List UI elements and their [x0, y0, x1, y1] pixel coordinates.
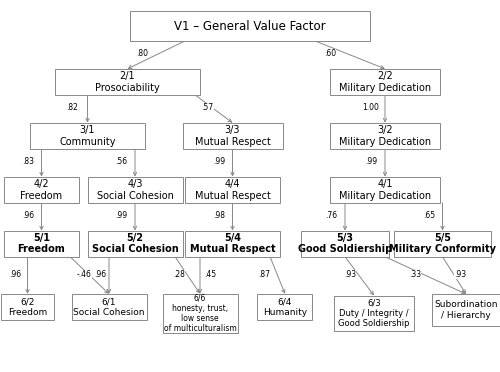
Text: 6/2
Freedom: 6/2 Freedom	[8, 297, 47, 317]
FancyBboxPatch shape	[301, 231, 388, 257]
Text: .45: .45	[204, 270, 216, 279]
Text: 3/1
Community: 3/1 Community	[60, 125, 116, 147]
Text: .33: .33	[409, 270, 421, 279]
FancyBboxPatch shape	[330, 69, 440, 95]
Text: 3/3
Mutual Respect: 3/3 Mutual Respect	[194, 125, 270, 147]
FancyBboxPatch shape	[88, 177, 182, 203]
Text: 3/2
Military Dedication: 3/2 Military Dedication	[339, 125, 431, 147]
FancyBboxPatch shape	[185, 177, 280, 203]
Text: .99: .99	[365, 157, 377, 166]
Text: 5/1
Freedom: 5/1 Freedom	[18, 233, 66, 254]
FancyBboxPatch shape	[130, 11, 370, 41]
FancyBboxPatch shape	[330, 177, 440, 203]
Text: Subordination
/ Hierarchy: Subordination / Hierarchy	[434, 300, 498, 320]
Text: 6/3
Duty / Integrity /
Good Soldiership: 6/3 Duty / Integrity / Good Soldiership	[338, 298, 410, 328]
FancyBboxPatch shape	[162, 294, 238, 333]
FancyBboxPatch shape	[432, 294, 500, 326]
FancyBboxPatch shape	[30, 123, 145, 149]
Text: 5/5
Military Conformity: 5/5 Military Conformity	[389, 233, 496, 254]
Text: 5/4
Mutual Respect: 5/4 Mutual Respect	[190, 233, 276, 254]
Text: .80: .80	[136, 49, 148, 58]
Text: .98: .98	[213, 211, 225, 220]
Text: .96: .96	[94, 270, 106, 279]
Text: V1 – General Value Factor: V1 – General Value Factor	[174, 20, 326, 32]
Text: .56: .56	[115, 157, 127, 166]
Text: 2/2
Military Dedication: 2/2 Military Dedication	[339, 71, 431, 93]
Text: .82: .82	[66, 103, 78, 112]
Text: 4/4
Mutual Respect: 4/4 Mutual Respect	[194, 179, 270, 201]
Text: 5/3
Good Soldiership: 5/3 Good Soldiership	[298, 233, 392, 254]
FancyBboxPatch shape	[2, 294, 54, 320]
FancyBboxPatch shape	[394, 231, 491, 257]
FancyBboxPatch shape	[334, 295, 414, 331]
Text: 6/4
Humanity: 6/4 Humanity	[263, 297, 307, 317]
Text: 4/3
Social Cohesion: 4/3 Social Cohesion	[96, 179, 174, 201]
Text: .96: .96	[22, 211, 34, 220]
Text: .76: .76	[325, 211, 337, 220]
FancyBboxPatch shape	[185, 231, 280, 257]
FancyBboxPatch shape	[182, 123, 282, 149]
Text: .87: .87	[258, 270, 270, 279]
FancyBboxPatch shape	[258, 294, 312, 320]
Text: .93: .93	[454, 270, 466, 279]
Text: .96: .96	[9, 270, 21, 279]
FancyBboxPatch shape	[4, 177, 79, 203]
Text: 6/1
Social Cohesion: 6/1 Social Cohesion	[73, 297, 145, 317]
Text: 6/6
honesty, trust,
low sense
of multiculturalism: 6/6 honesty, trust, low sense of multicu…	[164, 293, 236, 333]
Text: 1.00: 1.00	[362, 103, 380, 112]
FancyBboxPatch shape	[55, 69, 200, 95]
Text: .57: .57	[202, 103, 213, 112]
Text: 4/1
Military Dedication: 4/1 Military Dedication	[339, 179, 431, 201]
FancyBboxPatch shape	[88, 231, 182, 257]
FancyBboxPatch shape	[4, 231, 79, 257]
Text: .60: .60	[324, 49, 336, 58]
Text: -.46: -.46	[76, 270, 92, 279]
Text: .99: .99	[115, 211, 127, 220]
Text: .65: .65	[423, 211, 435, 220]
FancyBboxPatch shape	[330, 123, 440, 149]
Text: .83: .83	[22, 157, 34, 166]
Text: 2/1
Prosociability: 2/1 Prosociability	[95, 71, 160, 93]
Text: .28: .28	[173, 270, 185, 279]
FancyBboxPatch shape	[72, 294, 146, 320]
Text: 4/2
Freedom: 4/2 Freedom	[20, 179, 62, 201]
Text: .99: .99	[213, 157, 225, 166]
Text: 5/2
Social Cohesion: 5/2 Social Cohesion	[92, 233, 178, 254]
Text: .93: .93	[344, 270, 356, 279]
